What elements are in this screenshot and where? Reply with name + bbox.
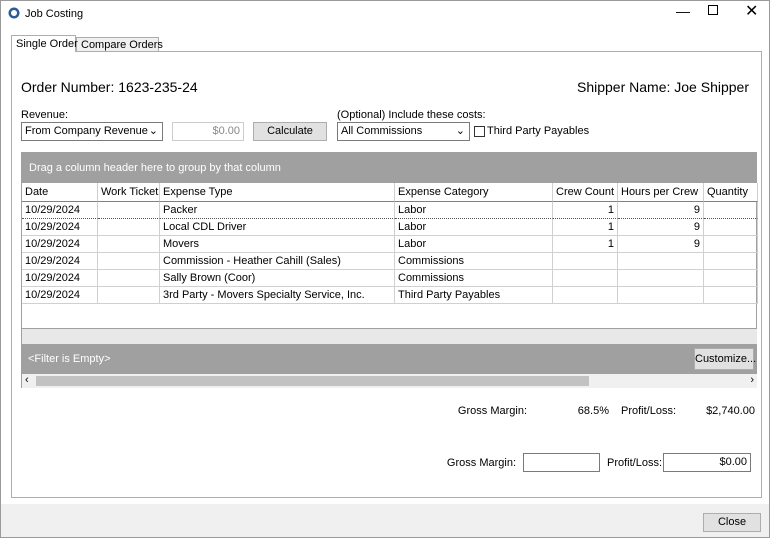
column-header: Date <box>22 183 98 202</box>
grid-cell <box>618 253 704 270</box>
grid-cell <box>704 270 758 287</box>
grid-cell: 10/29/2024 <box>22 236 98 253</box>
grid-cell <box>98 219 160 236</box>
grid-cell: Movers <box>160 236 395 253</box>
tab-single-order[interactable]: Single Order <box>11 35 78 52</box>
dropdown-value: All Commissions <box>341 125 423 137</box>
column-header: Expense Type <box>160 183 395 202</box>
shipper-name: Shipper Name: Joe Shipper <box>577 79 749 95</box>
grid-cell: 9 <box>618 236 704 253</box>
grid-cell: Third Party Payables <box>395 287 553 304</box>
grid-cell <box>98 236 160 253</box>
grid-cell: 1 <box>553 236 618 253</box>
tab-panel <box>11 51 762 498</box>
minimize-button[interactable]: — <box>676 3 690 19</box>
grid-cell: 9 <box>618 202 704 219</box>
profit-input-label: Profit/Loss: <box>607 457 663 469</box>
grid-cell: Local CDL Driver <box>160 219 395 236</box>
tab-compare-orders[interactable]: Compare Orders <box>76 37 163 52</box>
profit-value: $2,740.00 <box>706 405 755 417</box>
grid-cell: 3rd Party - Movers Specialty Service, In… <box>160 287 395 304</box>
grid-cell <box>704 287 758 304</box>
grid-cell <box>704 202 758 219</box>
footer-bar <box>1 504 769 537</box>
revenue-dropdown[interactable]: From Company Revenue ⌄ <box>21 122 163 141</box>
column-header: Hours per Crew <box>618 183 704 202</box>
grid-cell: 10/29/2024 <box>22 270 98 287</box>
grid-cell: Commissions <box>395 253 553 270</box>
grid-cell <box>704 253 758 270</box>
dropdown-value: From Company Revenue <box>25 125 148 137</box>
grid-cell: 10/29/2024 <box>22 219 98 236</box>
grid-cell <box>98 287 160 304</box>
grid-cell <box>553 253 618 270</box>
app-icon <box>8 7 20 19</box>
grid-cell <box>553 287 618 304</box>
close-x-button[interactable]: ✕ <box>745 3 759 20</box>
group-hint: Drag a column header here to group by th… <box>22 153 757 183</box>
costs-dropdown[interactable]: All Commissions ⌄ <box>337 122 470 141</box>
grid-cell: Commissions <box>395 270 553 287</box>
filter-text: <Filter is Empty> <box>28 353 111 365</box>
close-button[interactable]: Close <box>703 513 761 532</box>
checkbox-label: Third Party Payables <box>487 125 590 137</box>
column-header: Expense Category <box>395 183 553 202</box>
grid-cell: 10/29/2024 <box>22 253 98 270</box>
column-header: Work Ticket <box>98 183 160 202</box>
grid-cell: Labor <box>395 202 553 219</box>
grid-cell: 10/29/2024 <box>22 287 98 304</box>
grid-cell: 1 <box>553 202 618 219</box>
third-party-checkbox[interactable] <box>474 126 485 137</box>
revenue-amount[interactable]: $0.00 <box>172 122 244 141</box>
costs-label: (Optional) Include these costs: <box>337 109 486 121</box>
scroll-thumb[interactable] <box>36 376 589 386</box>
grid-cell: Packer <box>160 202 395 219</box>
grid-cell: Commission - Heather Cahill (Sales) <box>160 253 395 270</box>
grid-body: Date Work Ticket Expense Type Expense Categ… <box>22 183 758 328</box>
window-title: Job Costing <box>25 8 84 20</box>
maximize-button[interactable] <box>708 5 718 15</box>
order-number: Order Number: 1623-235-24 <box>21 79 198 95</box>
column-header: Quantity <box>704 183 758 202</box>
calculate-button[interactable]: Calculate <box>253 122 327 141</box>
footer-row <box>22 328 757 344</box>
grid-cell: Labor <box>395 236 553 253</box>
gross-margin-input[interactable] <box>523 453 600 472</box>
grid-cell <box>98 253 160 270</box>
grid-cell <box>704 236 758 253</box>
gross-margin-label: Gross Margin: <box>457 405 527 417</box>
grid-cell: Sally Brown (Coor) <box>160 270 395 287</box>
grid-cell: 10/29/2024 <box>22 202 98 219</box>
column-header: Crew Count <box>553 183 618 202</box>
grid-cell <box>553 270 618 287</box>
grid-cell <box>618 270 704 287</box>
profit-input[interactable]: $0.00 <box>663 453 751 472</box>
gross-margin-value: 68.5% <box>577 405 609 417</box>
grid-cell <box>98 270 160 287</box>
customize-button[interactable]: Customize... <box>694 348 756 370</box>
grid-cell: Labor <box>395 219 553 236</box>
grid-cell <box>98 202 160 219</box>
grid-cell <box>618 287 704 304</box>
h-scrollbar[interactable]: ‹ › <box>22 374 757 388</box>
gross-margin-input-label: Gross Margin: <box>446 457 516 469</box>
filter-bar: <Filter is Empty> <box>22 344 757 374</box>
grid-cell: 1 <box>553 219 618 236</box>
grid-cell: 9 <box>618 219 704 236</box>
grid: Drag a column header here to group by th… <box>21 152 758 388</box>
revenue-label: Revenue: <box>21 109 69 121</box>
grid-cell <box>704 219 758 236</box>
profit-label: Profit/Loss: <box>621 405 677 417</box>
